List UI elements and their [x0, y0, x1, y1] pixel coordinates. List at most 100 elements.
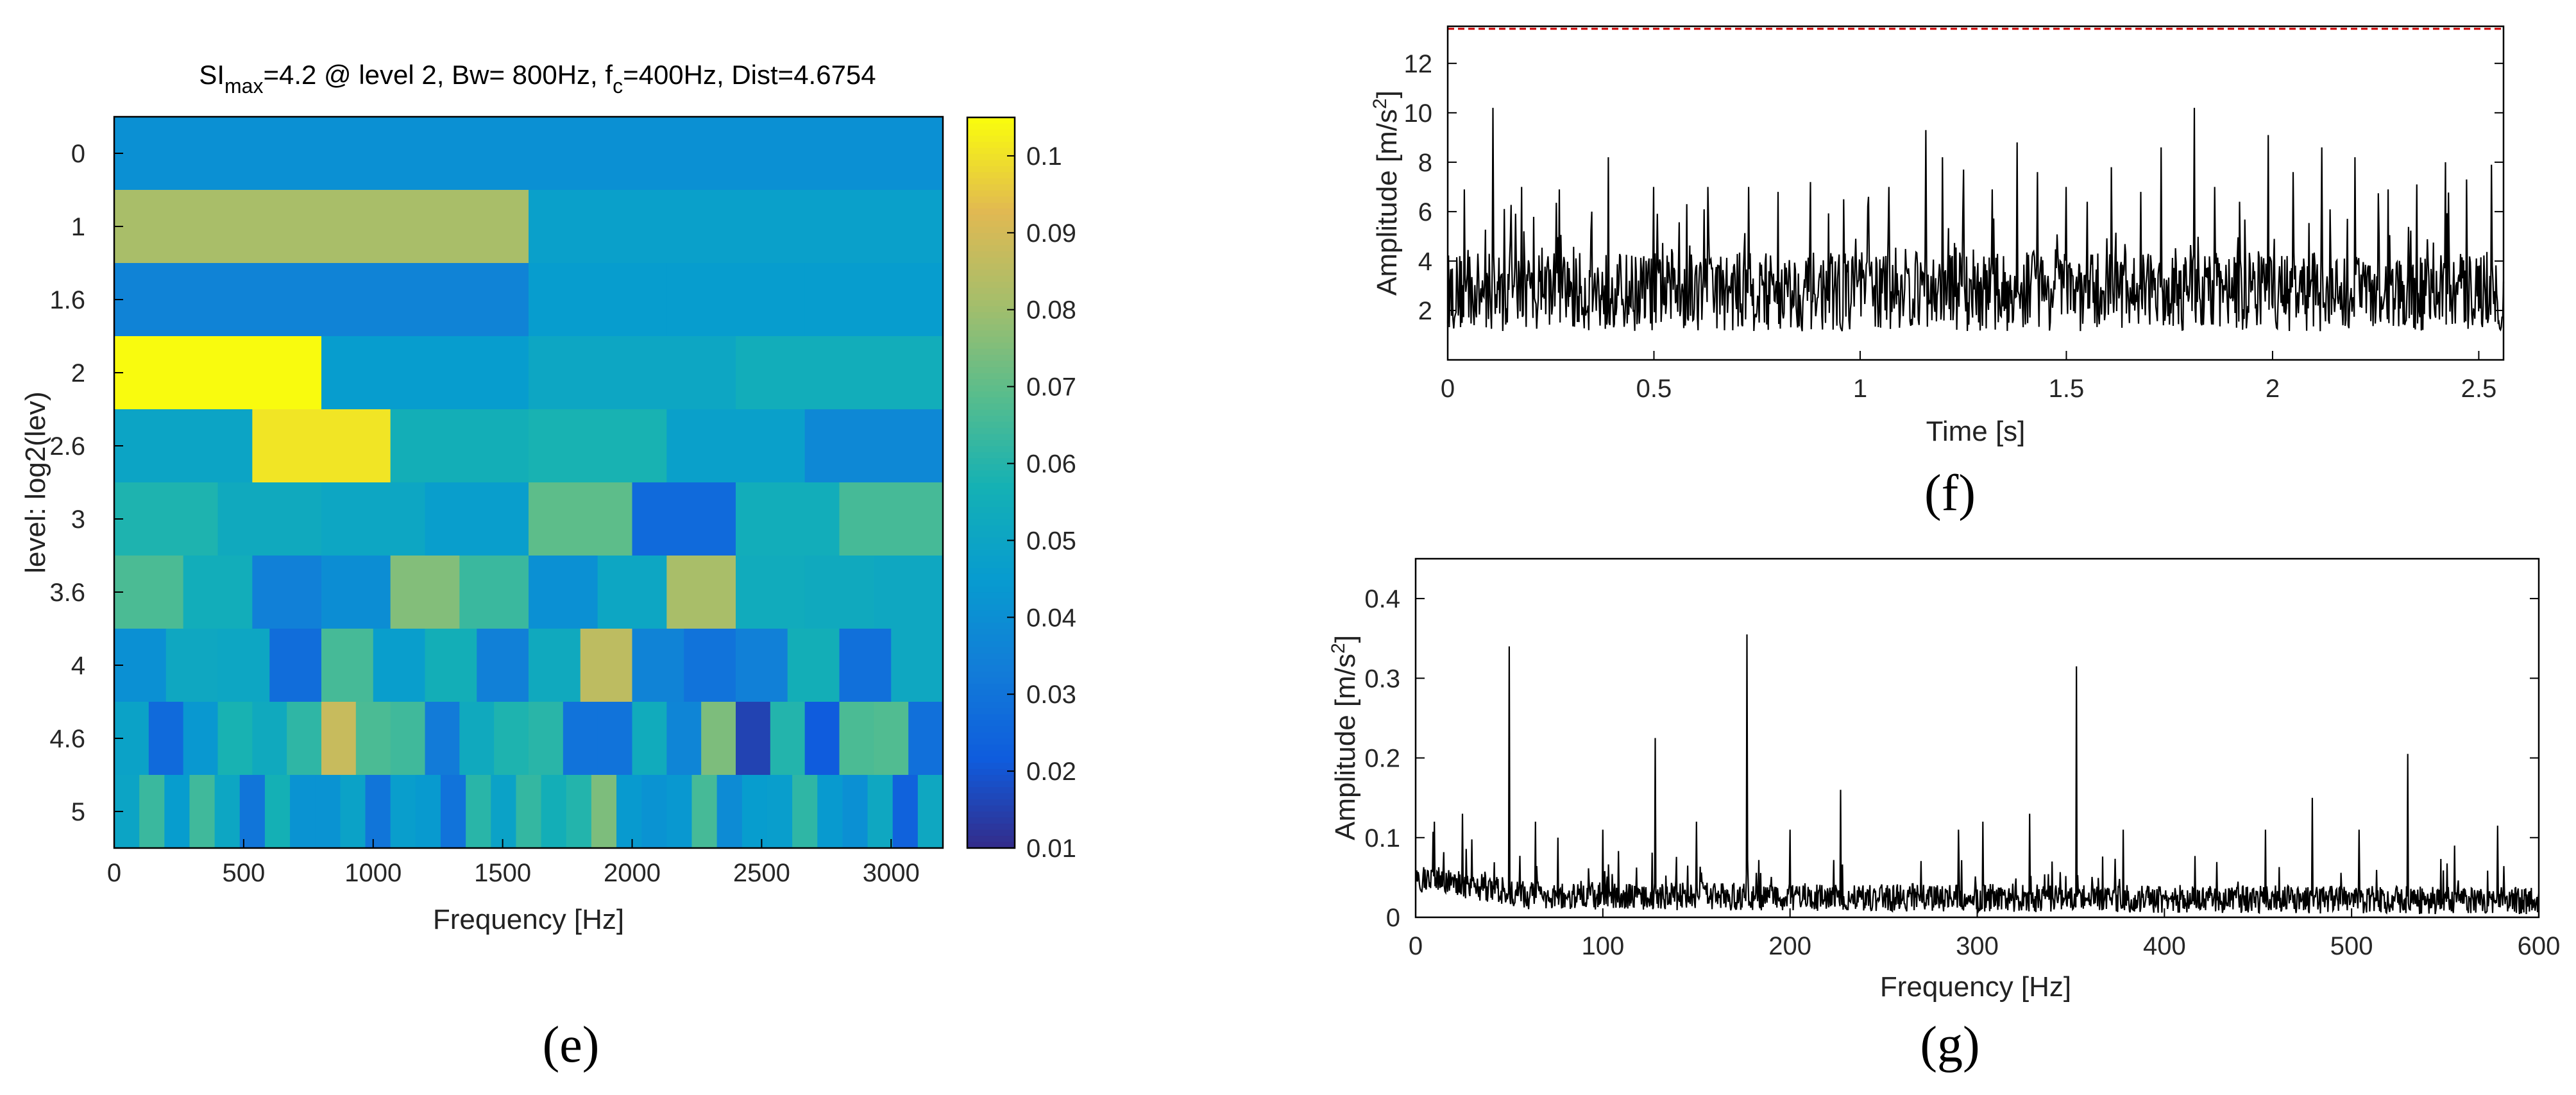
heatmap-cell [529, 336, 736, 410]
heatmap-y-tick-label: 4 [71, 652, 85, 680]
colorbar-segment [967, 763, 1015, 770]
colorbar-segment [967, 403, 1015, 411]
heatmap-cell [529, 556, 598, 629]
heatmap-y-tick-label: 0 [71, 140, 85, 168]
heatmap-cell [842, 775, 869, 849]
heatmap-cell [239, 775, 266, 849]
heatmap-y-tick-label: 2.6 [49, 432, 85, 461]
colorbar-segment [967, 495, 1015, 502]
heatmap-cell [741, 775, 768, 849]
heatmap-y-tick-label: 3.6 [49, 579, 85, 607]
colorbar-tick-label: 0.02 [1026, 758, 1076, 786]
time-y-tick-label: 10 [1404, 99, 1433, 128]
colorbar-segment [967, 416, 1015, 423]
heatmap-cell [541, 775, 567, 849]
colorbar-segment [967, 385, 1015, 392]
heatmap-cell [340, 775, 366, 849]
heatmap-cell [252, 556, 322, 629]
colorbar-segment [967, 659, 1015, 666]
spectrum-x-axis-label: Frequency [Hz] [1880, 971, 2071, 1003]
colorbar-segment [967, 367, 1015, 374]
heatmap-cell [770, 702, 806, 776]
heatmap-x-tick-labels: 0 500 1000 1500 2000 2500 3000 [107, 839, 920, 887]
time-y-axis-label: Amplitude [m/s2] [1369, 90, 1403, 296]
heatmap-cell [217, 702, 253, 776]
heatmap-cell [214, 775, 241, 849]
spectrum-y-tick-label: 0.2 [1364, 745, 1400, 773]
heatmap-cell [867, 775, 894, 849]
colorbar-segment [967, 190, 1015, 198]
heatmap-cell [529, 702, 564, 776]
heatmap-cell [290, 775, 316, 849]
heatmap-cell [716, 775, 743, 849]
colorbar-segment [967, 306, 1015, 313]
time-y-tick-label: 6 [1418, 198, 1432, 226]
colorbar-segment [967, 513, 1015, 520]
heatmap-cell [591, 775, 617, 849]
colorbar-segment [967, 148, 1015, 155]
colorbar-segment [967, 257, 1015, 264]
heatmap-cell [666, 702, 702, 776]
heatmap-cell [684, 629, 736, 702]
spectrum-x-tick-label: 500 [2330, 932, 2373, 960]
colorbar-segment [967, 665, 1015, 672]
colorbar-segment [967, 604, 1015, 611]
colorbar-segment [967, 178, 1015, 185]
heatmap-y-tick-label: 4.6 [49, 725, 85, 753]
colorbar-segment [967, 726, 1015, 733]
heatmap-cell [804, 702, 840, 776]
heatmap-cell [874, 556, 944, 629]
colorbar-segment [967, 348, 1015, 355]
heatmap-cell [666, 775, 693, 849]
heatmap-cell [767, 775, 793, 849]
colorbar-segment [967, 214, 1015, 222]
heatmap-cell [321, 556, 391, 629]
heatmap-cell [632, 702, 667, 776]
colorbar-segment [967, 842, 1015, 849]
heatmap-cell [839, 482, 944, 556]
heatmap-cell [252, 409, 391, 483]
colorbar-segment [967, 226, 1015, 234]
colorbar-frame [966, 116, 1016, 849]
colorbar-segment [967, 312, 1015, 319]
heatmap-cell [632, 482, 736, 556]
colorbar-segment [967, 690, 1015, 697]
heatmap-cell [597, 556, 667, 629]
colorbar-segment [967, 324, 1015, 332]
kurtogram-title: SImax=4.2 @ level 2, Bw= 800Hz, fc=400Hz… [199, 60, 876, 98]
colorbar-segment [967, 616, 1015, 624]
colorbar-segment [967, 117, 1015, 124]
heatmap-frame [113, 115, 944, 849]
heatmap-cell [516, 775, 542, 849]
spectrum-x-tick-label: 200 [1768, 932, 1811, 960]
spectrum-x-ticks: 0 100 200 300 400 500 600 [1409, 908, 2560, 960]
colorbar-tick-label: 0.06 [1026, 450, 1076, 479]
heatmap-cell [165, 629, 219, 702]
colorbar-segment [967, 708, 1015, 715]
heatmap-y-tick-label: 3 [71, 505, 85, 534]
heatmap-cell [390, 702, 426, 776]
colorbar-segment [967, 610, 1015, 618]
colorbar-segment [967, 391, 1015, 398]
heatmap-cell [597, 702, 633, 776]
colorbar-segment [967, 153, 1015, 161]
colorbar-segment [967, 123, 1015, 130]
heatmap-cell [415, 775, 441, 849]
heatmap-cell [114, 482, 219, 556]
colorbar-segment [967, 464, 1015, 471]
heatmap-cell [529, 263, 667, 337]
colorbar-segment [967, 793, 1015, 800]
heatmap-cell [321, 702, 357, 776]
heatmap-x-tick-label: 500 [223, 859, 266, 887]
colorbar-segment [967, 428, 1015, 435]
heatmap-cell [917, 775, 944, 849]
time-x-tick-label: 2.5 [2461, 375, 2497, 403]
heatmap-cell [529, 409, 667, 483]
colorbar-segment [967, 768, 1015, 776]
colorbar-segment [967, 172, 1015, 179]
heatmap-cell [616, 775, 642, 849]
heatmap-cell [459, 702, 495, 776]
heatmap-cell [466, 775, 491, 849]
colorbar-segment [967, 683, 1015, 691]
